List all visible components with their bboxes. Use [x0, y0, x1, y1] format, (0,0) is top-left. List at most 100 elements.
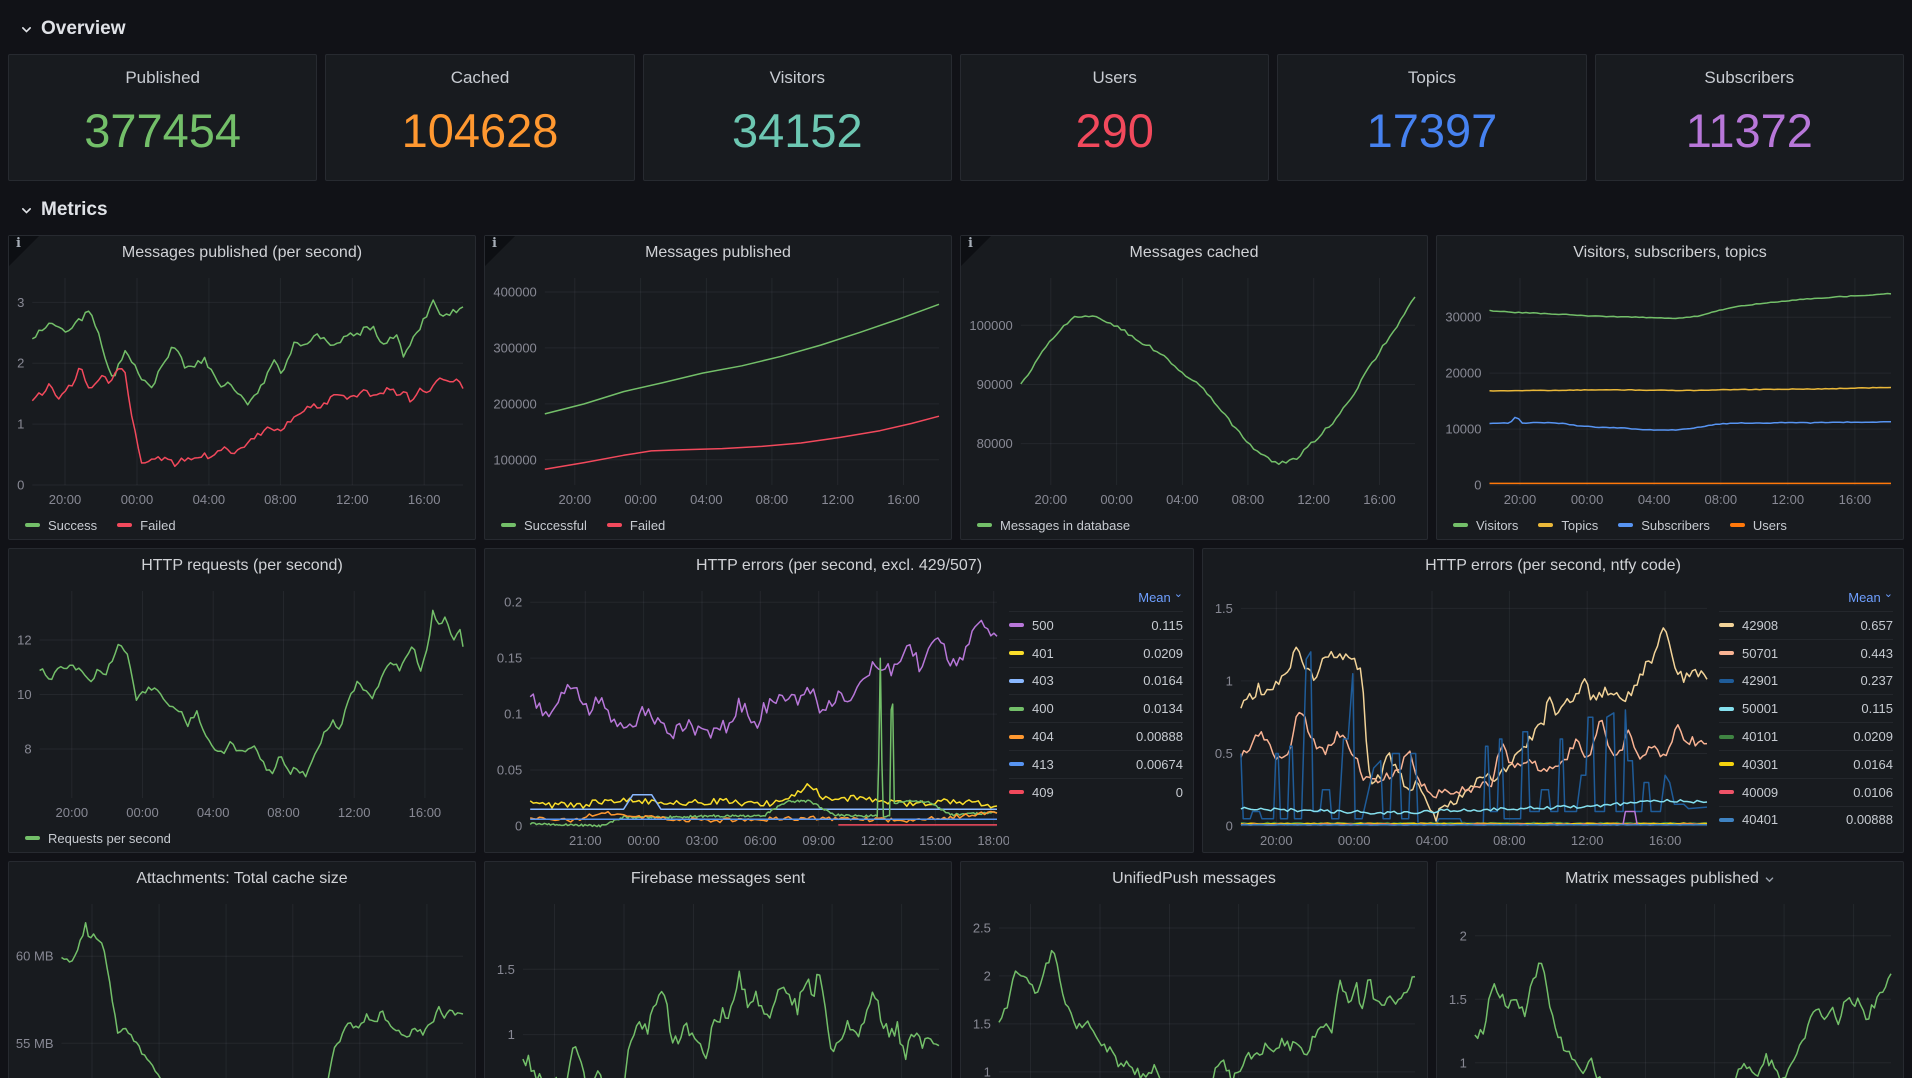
legend-table-row[interactable]: 404 0.00888	[1009, 722, 1183, 750]
legend-table-row[interactable]: 42901 0.237	[1719, 666, 1893, 695]
panel-title[interactable]: Messages published (per second)	[121, 244, 363, 261]
legend-table-row[interactable]: 40301 0.0164	[1719, 749, 1893, 778]
legend-item[interactable]: Subscribers	[1618, 518, 1710, 533]
stat-value: 377454	[84, 103, 242, 157]
svg-text:04:00: 04:00	[1416, 833, 1449, 848]
svg-text:200000: 200000	[493, 396, 536, 411]
panel-title[interactable]: HTTP errors (per second, ntfy code)	[1425, 557, 1681, 574]
legend-item[interactable]: Success	[25, 518, 97, 533]
legend-mean-value: 0.443	[1860, 645, 1893, 661]
svg-text:16:00: 16:00	[1649, 833, 1682, 848]
legend-item[interactable]: Topics	[1538, 518, 1598, 533]
svg-text:04:00: 04:00	[1638, 492, 1671, 507]
legend-table-row[interactable]: 50001 0.115	[1719, 694, 1893, 722]
legend-table-row[interactable]: 40101 0.0209	[1719, 722, 1893, 750]
stat-title: Visitors	[769, 68, 826, 87]
svg-text:0.1: 0.1	[504, 707, 522, 722]
svg-text:12:00: 12:00	[336, 492, 369, 507]
legend-table-row[interactable]: 40401 0.00888	[1719, 805, 1893, 834]
panel-http-errors-ntfy: HTTP errors (per second, ntfy code) 0 0.5…	[1202, 548, 1904, 853]
svg-text:0: 0	[515, 819, 522, 834]
legend-table-row[interactable]: 40009 0.0106	[1719, 777, 1893, 806]
legend-item[interactable]: Failed	[117, 517, 176, 533]
legend-item[interactable]: Failed	[606, 517, 666, 533]
panel-title[interactable]: HTTP errors (per second, excl. 429/507)	[695, 557, 983, 574]
legend-mean-value: 0.0164	[1853, 756, 1893, 772]
legend-item[interactable]: Visitors	[1453, 518, 1518, 533]
legend-item[interactable]: Users	[1729, 518, 1787, 533]
legend-label: Failed	[140, 517, 176, 533]
panel-title[interactable]: Messages cached	[1129, 244, 1259, 261]
legend-label: Success	[48, 517, 98, 533]
legend-label: Failed	[629, 517, 666, 533]
svg-text:8: 8	[24, 742, 31, 757]
legend-table-row[interactable]: 403 0.0164	[1009, 666, 1183, 695]
panel-title[interactable]: Visitors, subscribers, topics	[1573, 244, 1767, 261]
svg-text:20:00: 20:00	[1260, 833, 1293, 848]
legend-mean-value: 0.00888	[1136, 729, 1183, 745]
legend-swatch-icon	[501, 523, 516, 527]
legend-item[interactable]: Successful	[501, 518, 587, 533]
svg-text:0.15: 0.15	[497, 651, 522, 666]
section-header-metrics[interactable]: Metrics	[0, 181, 1912, 235]
legend-table-row[interactable]: 50701 0.443	[1719, 638, 1893, 667]
svg-text:30000: 30000	[1445, 310, 1481, 325]
legend-mean-sort-header[interactable]: Mean ⌄	[1848, 588, 1893, 605]
section-header-overview[interactable]: Overview	[0, 0, 1912, 54]
legend-series-label: 40009	[1742, 784, 1779, 800]
svg-text:2.5: 2.5	[973, 921, 991, 936]
svg-text:20:00: 20:00	[56, 805, 89, 820]
stat-panel-visitors: Visitors 34152	[642, 54, 952, 181]
panel-title[interactable]: Attachments: Total cache size	[136, 870, 348, 887]
panel-title[interactable]: Messages published	[645, 244, 791, 261]
info-icon[interactable]	[485, 236, 515, 266]
svg-text:00:00: 00:00	[121, 492, 154, 507]
svg-text:2: 2	[1460, 928, 1467, 943]
chevron-down-icon	[20, 204, 33, 217]
stat-value: 104628	[401, 103, 559, 157]
legend-series-label: 50701	[1742, 645, 1779, 661]
legend-table-row[interactable]: 500 0.115	[1009, 611, 1183, 639]
legend-series-label: 400	[1032, 701, 1054, 717]
info-icon[interactable]	[961, 236, 991, 266]
legend-swatch-icon	[1729, 523, 1745, 527]
legend-swatch-icon	[1009, 623, 1024, 628]
stat-title: Users	[1092, 68, 1137, 87]
legend-table-row[interactable]: 42908 0.657	[1719, 611, 1893, 639]
legend-item[interactable]: Messages in database	[977, 518, 1130, 533]
legend-mean-value: 0	[1175, 784, 1183, 800]
stat-value: 34152	[731, 103, 863, 157]
stat-title: Published	[125, 68, 200, 87]
svg-text:16:00: 16:00	[1839, 492, 1872, 507]
legend-series-label: 413	[1032, 756, 1054, 772]
svg-text:1: 1	[1226, 673, 1233, 688]
panel-title[interactable]: Matrix messages published	[1565, 870, 1759, 887]
legend-series-label: 40401	[1742, 812, 1779, 828]
svg-text:00:00: 00:00	[624, 492, 657, 507]
legend-item[interactable]: Requests per second	[25, 831, 171, 846]
info-icon[interactable]	[9, 236, 39, 266]
legend-swatch-icon	[117, 523, 133, 527]
legend-mean-sort-header[interactable]: Mean ⌄	[1138, 588, 1183, 605]
legend-table-row[interactable]: 400 0.0134	[1009, 694, 1183, 722]
legend-table-row[interactable]: 413 0.00674	[1009, 749, 1183, 778]
legend-label: Requests per second	[48, 830, 171, 846]
panel-title[interactable]: Firebase messages sent	[630, 870, 806, 887]
legend-swatch-icon	[1719, 651, 1734, 656]
chart-legend: Messages in database	[961, 511, 1427, 539]
svg-text:08:00: 08:00	[264, 492, 297, 507]
panel-menu-chevron-icon[interactable]	[1764, 874, 1775, 885]
panel-title[interactable]: UnifiedPush messages	[1112, 870, 1276, 887]
legend-table-row[interactable]: 409 0	[1009, 777, 1183, 806]
legend-mean-value: 0.237	[1860, 673, 1893, 689]
legend-swatch-icon	[1009, 651, 1024, 656]
svg-text:20000: 20000	[1445, 366, 1481, 381]
legend-series-label: 409	[1032, 784, 1054, 800]
legend-table-row[interactable]: 401 0.0209	[1009, 638, 1183, 667]
legend-swatch-icon	[1538, 523, 1554, 527]
stat-panel-published: Published 377454	[8, 54, 318, 181]
panel-title[interactable]: HTTP requests (per second)	[141, 557, 343, 574]
svg-text:10000: 10000	[1445, 422, 1481, 437]
